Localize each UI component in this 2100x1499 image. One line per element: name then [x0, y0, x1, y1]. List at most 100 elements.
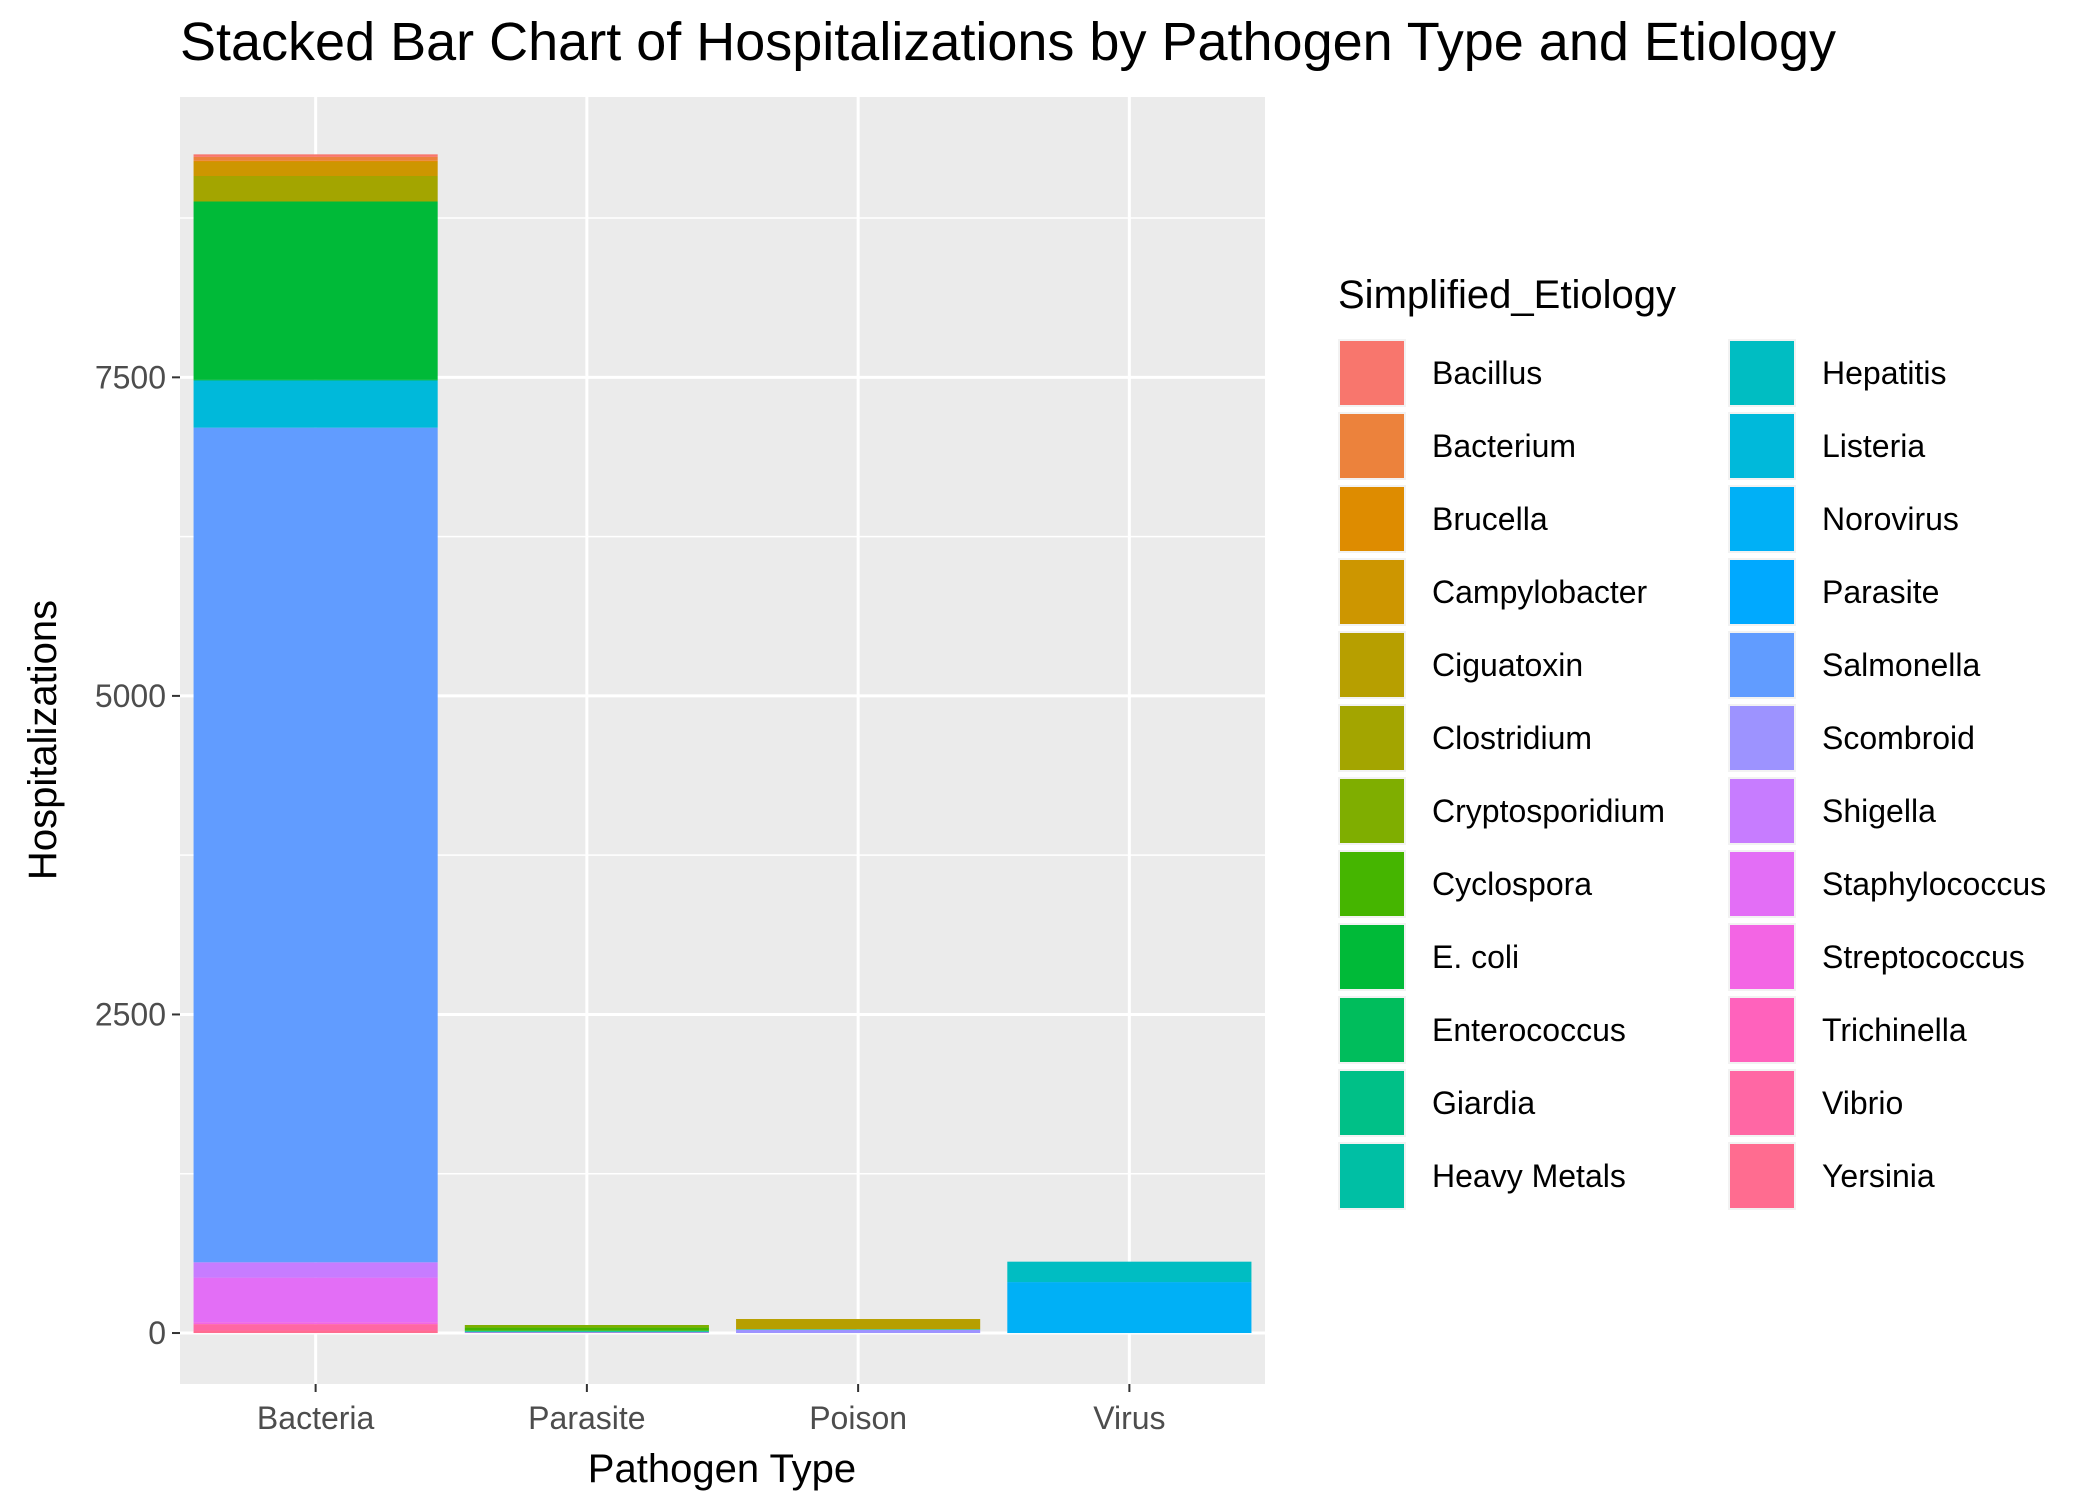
legend-swatch — [1730, 487, 1794, 551]
legend-item: Vibrio — [1728, 1069, 1903, 1137]
legend-swatch — [1730, 852, 1794, 916]
legend-swatch — [1340, 560, 1404, 624]
legend-item: Hepatitis — [1728, 339, 1947, 407]
legend-swatch — [1340, 1071, 1404, 1135]
bar-segment — [193, 1277, 438, 1323]
y-tick-label: 0 — [148, 1315, 166, 1351]
legend-item: Listeria — [1728, 412, 1925, 480]
legend-item: Giardia — [1338, 1069, 1535, 1137]
x-tick-label: Parasite — [528, 1400, 645, 1436]
legend-swatch — [1730, 925, 1794, 989]
legend-item: Yersinia — [1728, 1142, 1935, 1210]
bar-segment — [736, 1329, 981, 1330]
legend-label: Ciguatoxin — [1432, 647, 1583, 683]
bar-segment — [736, 1329, 981, 1334]
legend-swatch — [1340, 706, 1404, 770]
bar-segment — [193, 160, 438, 162]
legend-swatch — [1730, 633, 1794, 697]
legend-label: Shigella — [1822, 793, 1936, 829]
legend-item: Streptococcus — [1728, 923, 2025, 991]
bar-segment — [193, 379, 438, 381]
legend-item: Parasite — [1728, 558, 1939, 626]
legend-item: Trichinella — [1728, 996, 1967, 1064]
legend-item: Salmonella — [1728, 631, 1981, 699]
legend-item: Bacillus — [1338, 339, 1542, 407]
legend-item: Staphylococcus — [1728, 850, 2046, 918]
legend-swatch — [1340, 925, 1404, 989]
legend-label: Giardia — [1432, 1085, 1535, 1121]
bar-segment — [736, 1319, 981, 1330]
legend-label: Trichinella — [1822, 1012, 1967, 1048]
legend-swatch — [1730, 560, 1794, 624]
bar-segment — [193, 380, 438, 428]
legend-label: Bacillus — [1432, 355, 1542, 391]
bar-segment — [193, 1262, 438, 1278]
legend-swatch — [1730, 341, 1794, 405]
legend-label: Hepatitis — [1822, 355, 1947, 391]
legend-label: Salmonella — [1822, 647, 1981, 683]
legend-label: Vibrio — [1822, 1085, 1903, 1121]
legend-label: Staphylococcus — [1822, 866, 2046, 902]
x-axis-title: Pathogen Type — [588, 1447, 856, 1491]
legend-label: Brucella — [1432, 501, 1548, 537]
legend-items: Bacillus Bacterium Brucella Campylobacter Ci… — [1338, 339, 2046, 1210]
x-tick-label: Bacteria — [257, 1400, 375, 1436]
legend-label: Streptococcus — [1822, 939, 2025, 975]
legend-label: Bacterium — [1432, 428, 1576, 464]
bar-segment — [464, 1330, 709, 1332]
legend-item: Campylobacter — [1338, 558, 1648, 626]
legend-item: Norovirus — [1728, 485, 1959, 553]
legend: Simplified_Etiology Bacillus Bacterium Bru… — [1338, 273, 2046, 1210]
legend-swatch — [1340, 414, 1404, 478]
legend-swatch — [1340, 998, 1404, 1062]
legend-label: Norovirus — [1822, 501, 1959, 537]
legend-label: E. coli — [1432, 939, 1519, 975]
legend-item: Brucella — [1338, 485, 1548, 553]
y-axis-title: Hospitalizations — [21, 600, 65, 880]
legend-swatch — [1730, 414, 1794, 478]
legend-swatch — [1730, 779, 1794, 843]
legend-item: Enterococcus — [1338, 996, 1626, 1064]
bar-segment — [1007, 1261, 1252, 1283]
legend-label: Enterococcus — [1432, 1012, 1626, 1048]
chart-title: Stacked Bar Chart of Hospitalizations by… — [180, 12, 1836, 72]
legend-label: Cryptosporidium — [1432, 793, 1665, 829]
legend-label: Scombroid — [1822, 720, 1975, 756]
bar-segment — [193, 1330, 438, 1334]
bar-segment — [464, 1327, 709, 1331]
legend-item: Cyclospora — [1338, 850, 1592, 918]
bar-segment — [193, 161, 438, 177]
bar-segment — [193, 1322, 438, 1325]
legend-item: Ciguatoxin — [1338, 631, 1583, 699]
y-tick-label: 5000 — [95, 678, 166, 714]
legend-swatch — [1340, 852, 1404, 916]
bar-segment — [193, 201, 438, 380]
x-tick-label: Virus — [1093, 1400, 1165, 1436]
bar-segment — [464, 1325, 709, 1328]
legend-label: Parasite — [1822, 574, 1939, 610]
legend-swatch — [1730, 706, 1794, 770]
legend-label: Heavy Metals — [1432, 1158, 1626, 1194]
bar-segment — [193, 154, 438, 157]
legend-swatch — [1340, 779, 1404, 843]
bar-segment — [464, 1331, 709, 1333]
legend-label: Listeria — [1822, 428, 1925, 464]
legend-item: E. coli — [1338, 923, 1519, 991]
legend-item: Heavy Metals — [1338, 1142, 1626, 1210]
legend-swatch — [1340, 487, 1404, 551]
bar-segment — [1007, 1282, 1252, 1334]
bar-segment — [193, 156, 438, 161]
bars — [193, 154, 1252, 1334]
x-tick-label: Poison — [809, 1400, 907, 1436]
legend-swatch — [1730, 998, 1794, 1062]
legend-label: Campylobacter — [1432, 574, 1648, 610]
bar-segment — [464, 1332, 709, 1334]
x-axis: Bacteria Parasite Poison Virus — [257, 1384, 1166, 1436]
legend-swatch — [1730, 1144, 1794, 1208]
legend-title: Simplified_Etiology — [1338, 273, 1676, 317]
legend-swatch — [1340, 633, 1404, 697]
y-tick-label: 2500 — [95, 996, 166, 1032]
legend-item: Clostridium — [1338, 704, 1592, 772]
bar-segment — [193, 176, 438, 202]
y-axis: 0 2500 5000 7500 — [95, 359, 180, 1351]
